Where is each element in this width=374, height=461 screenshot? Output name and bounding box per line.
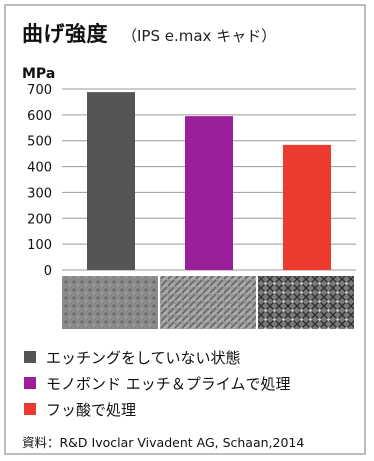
y-axis-unit: MPa	[22, 66, 56, 82]
source-note: 資料：R&D Ivoclar Vivadent AG, Schaan,2014	[22, 435, 305, 450]
y-tick-label: 200	[27, 212, 52, 227]
y-tick-label: 0	[44, 264, 52, 279]
surface-micrograph-1	[62, 276, 158, 329]
legend-item: フッ酸で処理	[24, 396, 290, 422]
chart-title: 曲げ強度	[22, 22, 108, 46]
y-axis-ticks: 0 100 200 300 400 500 600 700	[27, 83, 52, 279]
legend-item: エッチングをしていない状態	[24, 344, 290, 370]
y-tick-label: 100	[27, 238, 52, 253]
legend-swatch-untreated	[24, 351, 36, 363]
legend-item: モノボンド エッチ＆プライムで処理	[24, 370, 290, 396]
legend-label-monobond: モノボンド エッチ＆プライムで処理	[46, 374, 291, 393]
chart-title-row: 曲げ強度 （IPS e.max キャド）	[22, 18, 276, 48]
y-tick-label: 500	[27, 135, 52, 150]
bar-2	[185, 116, 233, 271]
y-tick-label: 700	[27, 83, 52, 98]
legend: エッチングをしていない状態 モノボンド エッチ＆プライムで処理 フッ酸で処理	[24, 344, 290, 422]
bars	[87, 92, 331, 271]
surface-micrograph-3	[258, 276, 354, 329]
y-tick-label: 300	[27, 186, 52, 201]
bar-1	[87, 92, 135, 270]
surface-micrograph-2	[160, 276, 256, 329]
micrograph-strip	[62, 276, 354, 329]
legend-swatch-hf	[24, 403, 36, 415]
legend-label-untreated: エッチングをしていない状態	[46, 348, 241, 367]
chart-subtitle: （IPS e.max キャド）	[122, 27, 277, 45]
y-tick-label: 400	[27, 161, 52, 176]
bar-3	[283, 144, 331, 270]
y-tick-label: 600	[27, 109, 52, 124]
legend-label-hf: フッ酸で処理	[46, 400, 137, 419]
legend-swatch-monobond	[24, 377, 36, 389]
